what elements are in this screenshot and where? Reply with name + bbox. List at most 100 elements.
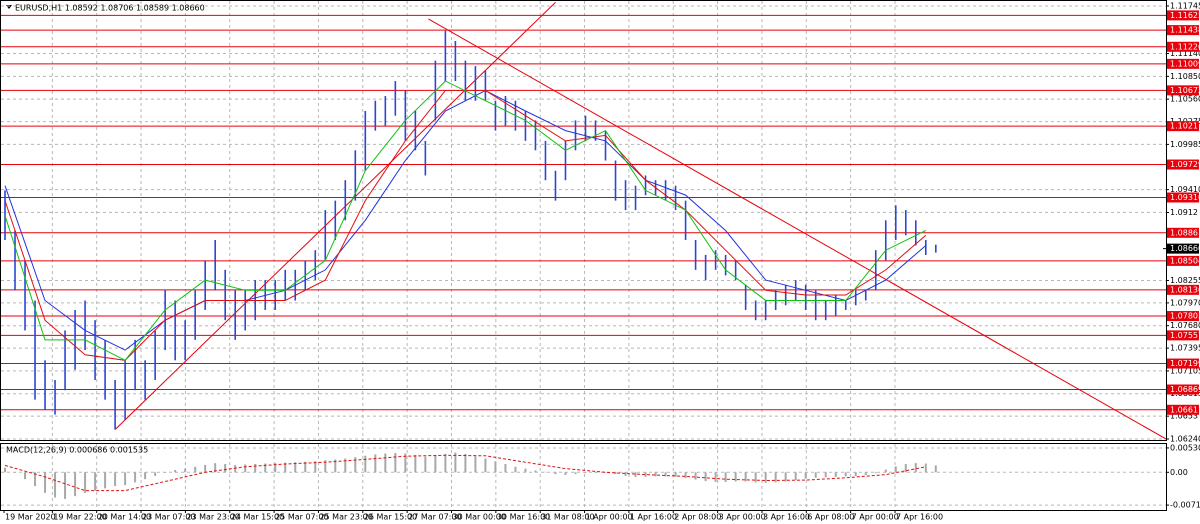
macd-bar bbox=[664, 472, 667, 477]
x-tick-label: 3 Apr 00:00 bbox=[719, 513, 766, 522]
macd-bar bbox=[274, 463, 277, 473]
macd-bar bbox=[604, 472, 607, 473]
level-label: 1.10217 bbox=[1170, 122, 1200, 131]
x-tick-label: 2 Apr 08:00 bbox=[674, 513, 721, 522]
macd-bar bbox=[424, 456, 427, 473]
macd-bar bbox=[244, 464, 247, 473]
macd-bar bbox=[704, 472, 707, 481]
macd-bar bbox=[524, 468, 527, 473]
macd-bar bbox=[214, 463, 217, 473]
moving-average bbox=[4, 89, 927, 351]
macd-bar bbox=[284, 462, 287, 473]
macd-bar bbox=[504, 464, 507, 473]
level-label-box bbox=[1167, 384, 1199, 395]
macd-bar bbox=[484, 458, 487, 473]
x-tick-label: 24 Mar 15:00 bbox=[231, 513, 284, 522]
chart-title: EURUSD,H1 1.08592 1.08706 1.08589 1.0866… bbox=[15, 4, 205, 13]
y-tick-label: 1.07970 bbox=[1170, 298, 1200, 307]
y-tick-label: 0.005305 bbox=[1170, 443, 1200, 452]
macd-bar bbox=[654, 472, 657, 477]
level-label: 1.06869 bbox=[1170, 385, 1200, 394]
macd-bar bbox=[454, 452, 457, 473]
level-label-box bbox=[1167, 330, 1199, 341]
trendline bbox=[428, 18, 1167, 440]
level-label: 1.09310 bbox=[1170, 193, 1200, 202]
macd-bar bbox=[464, 453, 467, 473]
macd-bar bbox=[584, 472, 587, 474]
y-tick-label: 1.08255 bbox=[1170, 276, 1200, 285]
macd-bar bbox=[124, 472, 127, 486]
y-tick-label: 1.07395 bbox=[1170, 344, 1200, 353]
macd-bar bbox=[474, 456, 477, 473]
macd-bar bbox=[594, 472, 597, 473]
level-label: 1.11625 bbox=[1170, 11, 1200, 20]
macd-bar bbox=[494, 461, 497, 473]
macd-bar bbox=[804, 472, 807, 479]
macd-bar bbox=[64, 472, 67, 499]
level-label-box bbox=[1167, 227, 1199, 238]
macd-bar bbox=[224, 464, 227, 473]
level-label: 1.11226 bbox=[1170, 42, 1200, 51]
macd-bar bbox=[924, 463, 927, 473]
macd-bar bbox=[884, 469, 887, 473]
macd-bar bbox=[174, 469, 177, 473]
macd-bar bbox=[764, 472, 767, 483]
macd-bar bbox=[834, 472, 837, 477]
macd-bar bbox=[544, 471, 547, 473]
macd-bar bbox=[614, 472, 617, 475]
y-tick-label: 1.07680 bbox=[1170, 321, 1200, 330]
macd-bar bbox=[934, 465, 937, 473]
macd-bar bbox=[44, 472, 47, 493]
macd-bar bbox=[714, 472, 717, 482]
x-tick-label: 6 Apr 08:00 bbox=[807, 513, 854, 522]
x-tick-label: 31 Mar 08:00 bbox=[541, 513, 594, 522]
x-tick-label: 23 Mar 07:00 bbox=[142, 513, 195, 522]
macd-bar bbox=[334, 459, 337, 473]
macd-bar bbox=[94, 472, 97, 491]
macd-bar bbox=[534, 470, 537, 473]
last-price-box bbox=[1167, 243, 1199, 254]
macd-bar bbox=[364, 455, 367, 473]
macd-bar bbox=[134, 472, 137, 483]
level-label: 1.11438 bbox=[1170, 26, 1200, 35]
x-tick-label: 19 Mar 2020 bbox=[5, 513, 56, 522]
macd-bar bbox=[904, 464, 907, 473]
macd-bar bbox=[894, 466, 897, 473]
macd-bar bbox=[814, 472, 817, 478]
last-price-label: 1.08660 bbox=[1170, 244, 1200, 253]
macd-bar bbox=[554, 472, 557, 475]
macd-signal bbox=[4, 454, 926, 492]
macd-bar bbox=[844, 472, 847, 477]
y-tick-label: 1.09410 bbox=[1170, 185, 1200, 194]
y-tick-label: 1.06240 bbox=[1170, 434, 1200, 443]
macd-bar bbox=[4, 467, 7, 473]
y-tick-label: 1.11140 bbox=[1170, 49, 1200, 58]
y-tick-label: 1.10850 bbox=[1170, 72, 1200, 81]
macd-bar bbox=[254, 464, 257, 473]
macd-bar bbox=[854, 472, 857, 476]
macd-bar bbox=[744, 472, 747, 482]
macd-bar bbox=[634, 472, 637, 477]
macd-bar bbox=[724, 472, 727, 482]
x-tick-label: 26 Mar 15:00 bbox=[364, 513, 417, 522]
level-label-box bbox=[1167, 121, 1199, 132]
macd-bar bbox=[434, 455, 437, 473]
x-tick-label: 30 Mar 00:00 bbox=[453, 513, 506, 522]
macd-bar bbox=[574, 472, 577, 475]
level-label: 1.11009 bbox=[1170, 59, 1200, 68]
moving-average bbox=[4, 80, 927, 361]
x-tick-label: 25 Mar 07:00 bbox=[275, 513, 328, 522]
level-label-box bbox=[1167, 358, 1199, 369]
level-label-box bbox=[1167, 284, 1199, 295]
x-tick-label: 23 Mar 23:00 bbox=[186, 513, 239, 522]
level-label-box bbox=[1167, 159, 1199, 170]
x-tick-label: 1 Apr 00:00 bbox=[586, 513, 633, 522]
level-label-box bbox=[1167, 192, 1199, 203]
level-label: 1.08861 bbox=[1170, 228, 1200, 237]
x-tick-label: 27 Mar 07:00 bbox=[408, 513, 461, 522]
y-tick-label: 0.00 bbox=[1170, 468, 1188, 477]
macd-bar bbox=[84, 472, 87, 493]
macd-bar bbox=[864, 472, 867, 476]
level-label: 1.10672 bbox=[1170, 86, 1200, 95]
macd-bar bbox=[774, 472, 777, 483]
